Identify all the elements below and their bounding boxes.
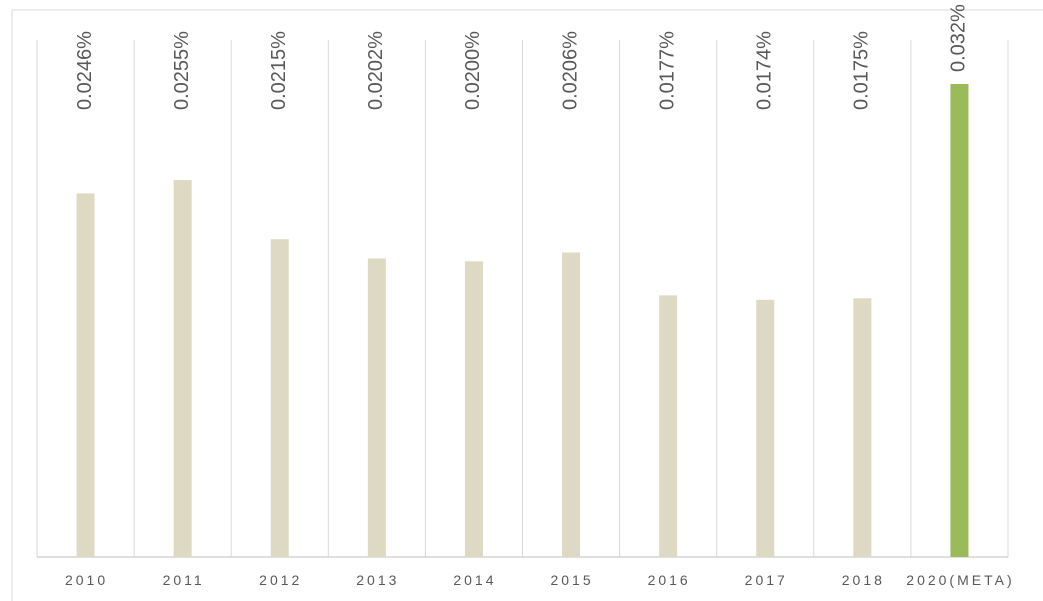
value-label: 0.032% xyxy=(948,4,970,72)
x-tick-label: 2015 xyxy=(550,572,593,588)
x-tick-label: 2017 xyxy=(745,572,788,588)
x-tick-label: 2013 xyxy=(356,572,399,588)
value-label: 0.0174% xyxy=(754,31,776,110)
x-tick-label: 2010 xyxy=(65,572,108,588)
bar xyxy=(659,295,678,557)
bar xyxy=(756,299,775,557)
x-tick-label: 2012 xyxy=(259,572,302,588)
chart-frame xyxy=(11,9,1043,601)
value-label: 0.0200% xyxy=(462,31,484,110)
bar xyxy=(562,252,581,557)
value-label: 0.0255% xyxy=(171,31,193,110)
bar xyxy=(853,298,872,557)
bar xyxy=(173,180,192,557)
x-tick-label: 2018 xyxy=(842,572,885,588)
x-tick-label: 2016 xyxy=(648,572,691,588)
bar xyxy=(464,261,483,557)
value-label: 0.0206% xyxy=(559,31,581,110)
value-label: 0.0177% xyxy=(656,31,678,110)
bar xyxy=(950,84,969,557)
bar xyxy=(270,239,289,557)
x-tick-label: 2011 xyxy=(163,572,205,588)
bar xyxy=(76,193,95,557)
bar xyxy=(367,258,386,557)
x-tick-label: 2020(META) xyxy=(906,572,1014,588)
value-label: 0.0175% xyxy=(851,31,873,110)
value-label: 0.0202% xyxy=(365,31,387,110)
value-label: 0.0215% xyxy=(268,31,290,110)
x-tick-label: 2014 xyxy=(453,572,496,588)
value-label: 0.0246% xyxy=(74,31,96,110)
